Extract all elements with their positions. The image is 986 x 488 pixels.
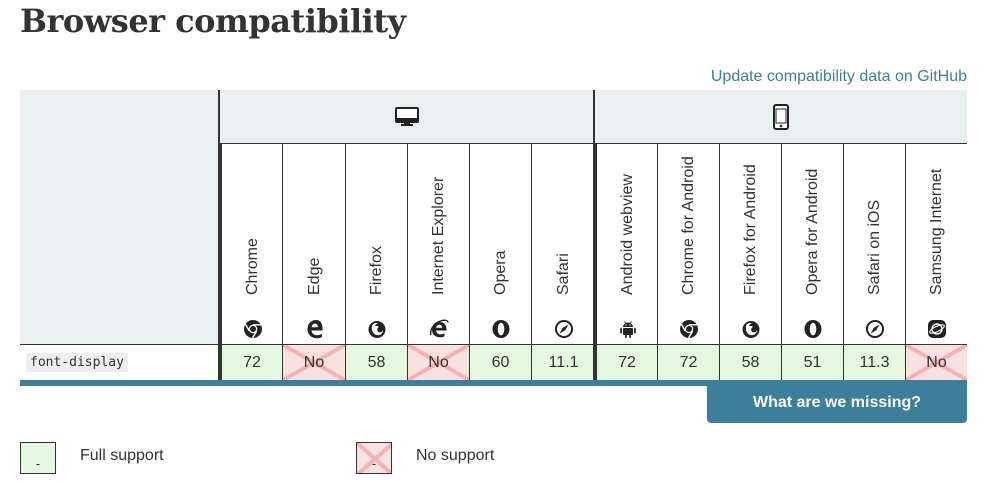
support-value: 72 <box>679 353 698 371</box>
mobile-icon <box>773 103 789 130</box>
support-value: 11.3 <box>859 353 890 371</box>
support-value: 60 <box>491 353 510 371</box>
legend-full-support-swatch: - <box>20 442 56 474</box>
support-value: 11.1 <box>548 353 579 371</box>
firefox-icon <box>741 319 761 339</box>
legend-full-support-label: Full support <box>80 447 164 464</box>
platform-mobile <box>595 90 967 143</box>
browser-header-chrome-for-android: Chrome for Android <box>657 143 720 345</box>
what-are-we-missing-button[interactable]: What are we missing? <box>707 382 967 423</box>
browser-header-safari-on-ios: Safari on iOS <box>843 143 906 345</box>
safari-icon <box>554 319 574 339</box>
android-icon <box>618 319 638 339</box>
browser-header-firefox: Firefox <box>345 143 408 345</box>
table-bottom-bar <box>20 380 967 386</box>
browser-name: Safari on iOS <box>866 199 883 295</box>
opera-icon <box>491 319 511 339</box>
legend-symbol: - <box>35 456 41 471</box>
browser-header-internet-explorer: Internet Explorer <box>407 143 470 345</box>
legend-symbol: - <box>371 456 377 471</box>
support-value: 58 <box>741 353 760 371</box>
browser-name: Opera for Android <box>804 168 821 295</box>
legend-no-support-label: No support <box>416 447 495 464</box>
cross-icon <box>283 345 345 380</box>
cross-icon <box>906 345 967 380</box>
cross-icon <box>408 345 469 380</box>
support-cell-samsung-internet[interactable]: No <box>905 345 967 380</box>
chrome-icon <box>243 319 263 339</box>
support-cell-firefox-for-android[interactable]: 58 <box>719 345 781 380</box>
browser-name: Android webview <box>619 174 636 295</box>
browser-name: Internet Explorer <box>430 176 447 295</box>
browser-header-safari: Safari <box>531 143 596 345</box>
chrome-icon <box>679 319 699 339</box>
divider-platform <box>593 90 595 380</box>
browser-header-firefox-for-android: Firefox for Android <box>719 143 782 345</box>
browser-header-android-webview: Android webview <box>595 143 659 345</box>
support-cell-chrome-for-android[interactable]: 72 <box>657 345 719 380</box>
browser-name: Firefox for Android <box>742 164 759 295</box>
page-title: Browser compatibility <box>20 2 406 40</box>
feature-row-label: font-display <box>20 345 219 380</box>
browser-name: Chrome for Android <box>680 156 697 295</box>
support-value: 72 <box>243 353 261 371</box>
platform-desktop <box>220 90 593 143</box>
platform-divider <box>220 143 967 144</box>
browser-header-chrome: Chrome <box>220 143 284 345</box>
opera-icon <box>803 319 823 339</box>
browser-header-samsung-internet: Samsung Internet <box>905 143 968 345</box>
browser-name: Safari <box>555 253 572 295</box>
support-value: No <box>303 353 325 371</box>
cross-icon <box>357 443 391 473</box>
support-cell-safari[interactable]: 11.1 <box>531 345 595 380</box>
support-value: 58 <box>367 353 386 371</box>
feature-name[interactable]: font-display <box>26 353 128 372</box>
support-cell-firefox[interactable]: 58 <box>345 345 407 380</box>
safari-icon <box>865 319 885 339</box>
table-corner <box>20 90 219 345</box>
support-cell-opera[interactable]: 60 <box>469 345 531 380</box>
browser-name: Samsung Internet <box>928 168 945 295</box>
firefox-icon <box>367 319 387 339</box>
browser-header-opera: Opera <box>469 143 532 345</box>
github-link[interactable]: Update compatibility data on GitHub <box>710 68 967 85</box>
support-value: No <box>926 353 947 371</box>
desktop-icon <box>394 106 419 126</box>
browser-name: Edge <box>305 257 323 295</box>
support-value: No <box>428 353 449 371</box>
support-cell-edge[interactable]: No <box>282 345 345 380</box>
ie-icon <box>429 319 449 339</box>
edge-icon <box>305 319 325 339</box>
divider-left <box>218 90 220 380</box>
support-cell-opera-for-android[interactable]: 51 <box>781 345 843 380</box>
browser-name: Firefox <box>368 246 385 295</box>
header-bottom-line <box>20 344 967 345</box>
support-cell-chrome[interactable]: 72 <box>220 345 282 380</box>
support-cell-internet-explorer[interactable]: No <box>407 345 469 380</box>
support-cell-safari-on-ios[interactable]: 11.3 <box>843 345 905 380</box>
legend-no-support-swatch: - <box>356 442 392 474</box>
browser-header-opera-for-android: Opera for Android <box>781 143 844 345</box>
support-cell-android-webview[interactable]: 72 <box>595 345 657 380</box>
browser-header-edge: Edge <box>282 143 346 345</box>
support-value: 51 <box>803 353 822 371</box>
compat-table: Chrome Edge Firefox Internet Explorer Opera S… <box>20 90 968 386</box>
samsung-icon <box>927 319 947 339</box>
browser-name: Chrome <box>244 238 261 295</box>
browser-name: Opera <box>492 250 509 295</box>
support-value: 72 <box>618 353 636 371</box>
